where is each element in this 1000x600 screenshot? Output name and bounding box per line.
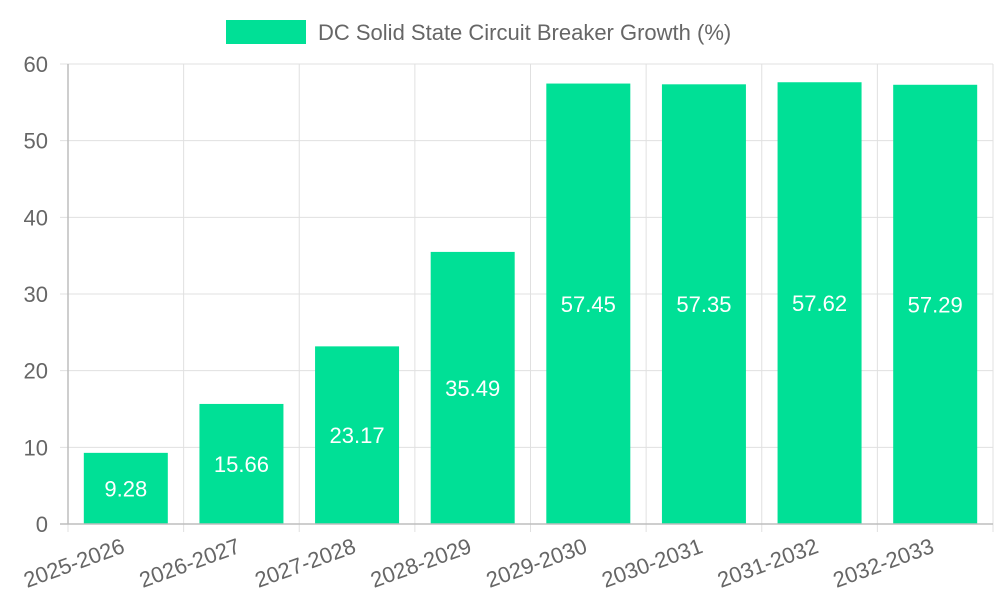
data-label: 35.49 — [445, 376, 500, 401]
data-label: 9.28 — [104, 476, 147, 501]
y-tick-label: 0 — [36, 512, 48, 537]
x-tick-label: 2028-2029 — [367, 533, 474, 592]
bar — [315, 346, 400, 524]
legend[interactable]: DC Solid State Circuit Breaker Growth (%… — [226, 20, 731, 45]
data-label: 15.66 — [214, 452, 269, 477]
data-label: 57.35 — [676, 292, 731, 317]
data-label: 57.29 — [908, 292, 963, 317]
y-tick-label: 30 — [24, 282, 48, 307]
bar — [546, 83, 631, 525]
x-tick-label: 2025-2026 — [20, 533, 127, 592]
legend-swatch — [226, 20, 306, 44]
grid-lines — [60, 63, 994, 532]
bar — [661, 84, 746, 525]
y-tick-label: 60 — [24, 52, 48, 77]
bars — [83, 82, 978, 525]
bar — [777, 82, 862, 524]
x-tick-label: 2031-2032 — [714, 533, 821, 592]
x-axis-ticks: 2025-2026 2026-2027 2027-2028 2028-2029 2029… — [20, 533, 937, 592]
legend-label: DC Solid State Circuit Breaker Growth (%… — [318, 20, 731, 45]
y-tick-label: 20 — [24, 359, 48, 384]
x-tick-label: 2030-2031 — [598, 533, 705, 592]
data-label: 23.17 — [330, 423, 385, 448]
y-tick-label: 10 — [24, 435, 48, 460]
bar — [199, 403, 284, 524]
data-label: 57.45 — [561, 292, 616, 317]
data-labels: 9.28 15.66 23.17 35.49 57.45 57.35 57.62 57.29 — [104, 291, 962, 501]
bar — [430, 251, 515, 524]
x-tick-label: 2029-2030 — [483, 533, 590, 592]
x-tick-label: 2032-2033 — [830, 533, 937, 592]
y-axis-ticks: 0 10 20 30 40 50 60 — [24, 52, 48, 537]
y-tick-label: 40 — [24, 205, 48, 230]
bar — [893, 84, 978, 524]
x-tick-label: 2026-2027 — [136, 533, 243, 592]
axes — [60, 64, 993, 525]
bar — [83, 452, 168, 524]
y-tick-label: 50 — [24, 129, 48, 154]
data-label: 57.62 — [792, 291, 847, 316]
x-tick-label: 2027-2028 — [252, 533, 359, 592]
